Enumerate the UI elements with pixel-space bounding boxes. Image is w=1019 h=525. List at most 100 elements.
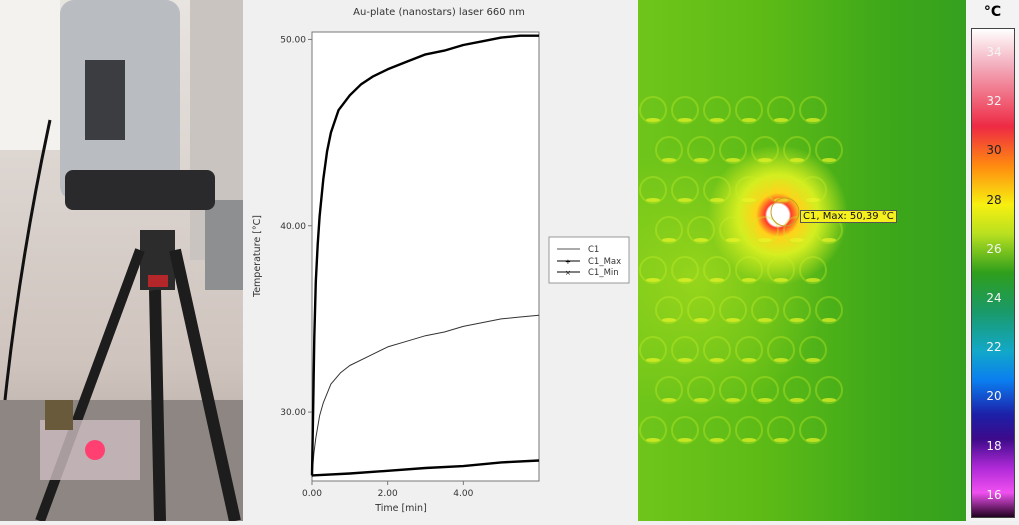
colorbar-tick-label: 32 [986, 94, 1002, 109]
well-spot [735, 96, 763, 124]
colorbar-tick-label: 16 [986, 487, 1002, 502]
x-tick-label: 2.00 [378, 489, 398, 499]
well-spot [735, 176, 763, 204]
well-spot-highlight [774, 278, 788, 282]
well-spot [799, 256, 827, 284]
well-spot-highlight [710, 358, 724, 362]
well-spot [639, 336, 667, 364]
well-spot-highlight [646, 118, 660, 122]
well-spot-highlight [678, 118, 692, 122]
well-spot-highlight [694, 158, 708, 162]
well-spot-highlight [758, 318, 772, 322]
colorbar-gradient [971, 28, 1015, 518]
well-spot-highlight [742, 358, 756, 362]
well-spot [799, 336, 827, 364]
well-spot-highlight [678, 278, 692, 282]
well-spot [751, 376, 779, 404]
well-spot [783, 296, 811, 324]
well-spot [655, 296, 683, 324]
well-spot [815, 376, 843, 404]
well-spot-highlight [806, 438, 820, 442]
colorbar-tick-label: 30 [986, 143, 1002, 158]
well-spot [799, 416, 827, 444]
chart-title: Au-plate (nanostars) laser 660 nm [353, 7, 525, 18]
well-spot [783, 216, 811, 244]
well-spot-highlight [646, 278, 660, 282]
measurement-circle [770, 197, 800, 227]
well-spot-highlight [822, 158, 836, 162]
well-spot [719, 376, 747, 404]
well-spot [767, 336, 795, 364]
well-spot [783, 136, 811, 164]
well-spot [751, 216, 779, 244]
thermal-image: C1, Max: 50,39 °C [638, 0, 966, 521]
well-spot-highlight [694, 398, 708, 402]
legend-c1-max: C1_Max [588, 257, 621, 267]
well-spot-highlight [726, 398, 740, 402]
well-spot-highlight [678, 198, 692, 202]
photo-illustration [0, 0, 243, 521]
well-spot-highlight [742, 278, 756, 282]
well-spot [655, 136, 683, 164]
svg-text:×: × [565, 269, 571, 277]
well-spot [719, 136, 747, 164]
well-spot-highlight [790, 398, 804, 402]
well-spot-highlight [742, 198, 756, 202]
well-spot-highlight [774, 358, 788, 362]
well-spot [799, 176, 827, 204]
well-spot [671, 416, 699, 444]
well-spot-highlight [726, 158, 740, 162]
well-spot [687, 376, 715, 404]
well-spot [703, 416, 731, 444]
well-spot [751, 296, 779, 324]
colorbar-tick-label: 22 [986, 340, 1002, 355]
well-spot-highlight [710, 118, 724, 122]
well-spot-highlight [758, 238, 772, 242]
well-spot-highlight [806, 358, 820, 362]
well-spot-highlight [646, 358, 660, 362]
hotspot-marker-label: C1, Max: 50,39 °C [800, 210, 897, 223]
well-spot-highlight [758, 398, 772, 402]
series-c1-min [311, 459, 540, 477]
well-spot [751, 136, 779, 164]
well-spot [703, 176, 731, 204]
well-spot-highlight [662, 398, 676, 402]
setup-photo [0, 0, 243, 521]
colorbar-tick-label: 26 [986, 241, 1002, 256]
temperature-chart: Au-plate (nanostars) laser 660 nm 0.00 2.… [252, 7, 630, 514]
well-spot-highlight [662, 318, 676, 322]
well-spot [687, 136, 715, 164]
well-spot [767, 96, 795, 124]
well-spot [735, 416, 763, 444]
well-spot [815, 136, 843, 164]
well-spot-highlight [662, 158, 676, 162]
colorbar: °C 34 32 30 28 26 24 22 20 18 16 [966, 0, 1019, 521]
colorbar-tick-label: 20 [986, 389, 1002, 404]
well-spot [671, 256, 699, 284]
y-tick-label: 40.00 [280, 222, 306, 232]
well-spot [767, 416, 795, 444]
colorbar-tick-label: 34 [986, 45, 1002, 59]
well-spot [639, 416, 667, 444]
x-axis-label: Time [min] [374, 503, 427, 514]
well-spot [655, 376, 683, 404]
well-spot [639, 96, 667, 124]
well-spot-highlight [678, 438, 692, 442]
well-spot-highlight [790, 318, 804, 322]
well-spot [767, 256, 795, 284]
well-spot-highlight [694, 238, 708, 242]
well-spot-highlight [678, 358, 692, 362]
colorbar-tick-label: 18 [986, 438, 1002, 453]
well-spot [687, 216, 715, 244]
well-spot-highlight [806, 198, 820, 202]
well-spot [655, 216, 683, 244]
well-spot-highlight [822, 398, 836, 402]
well-spot-highlight [790, 238, 804, 242]
well-spot-highlight [806, 118, 820, 122]
colorbar-tick-label: 24 [986, 291, 1002, 305]
well-spot [719, 216, 747, 244]
x-tick-label: 0.00 [302, 489, 322, 499]
well-spot [671, 336, 699, 364]
y-tick-label: 50.00 [280, 35, 306, 45]
y-axis-label: Temperature [°C] [252, 215, 263, 298]
